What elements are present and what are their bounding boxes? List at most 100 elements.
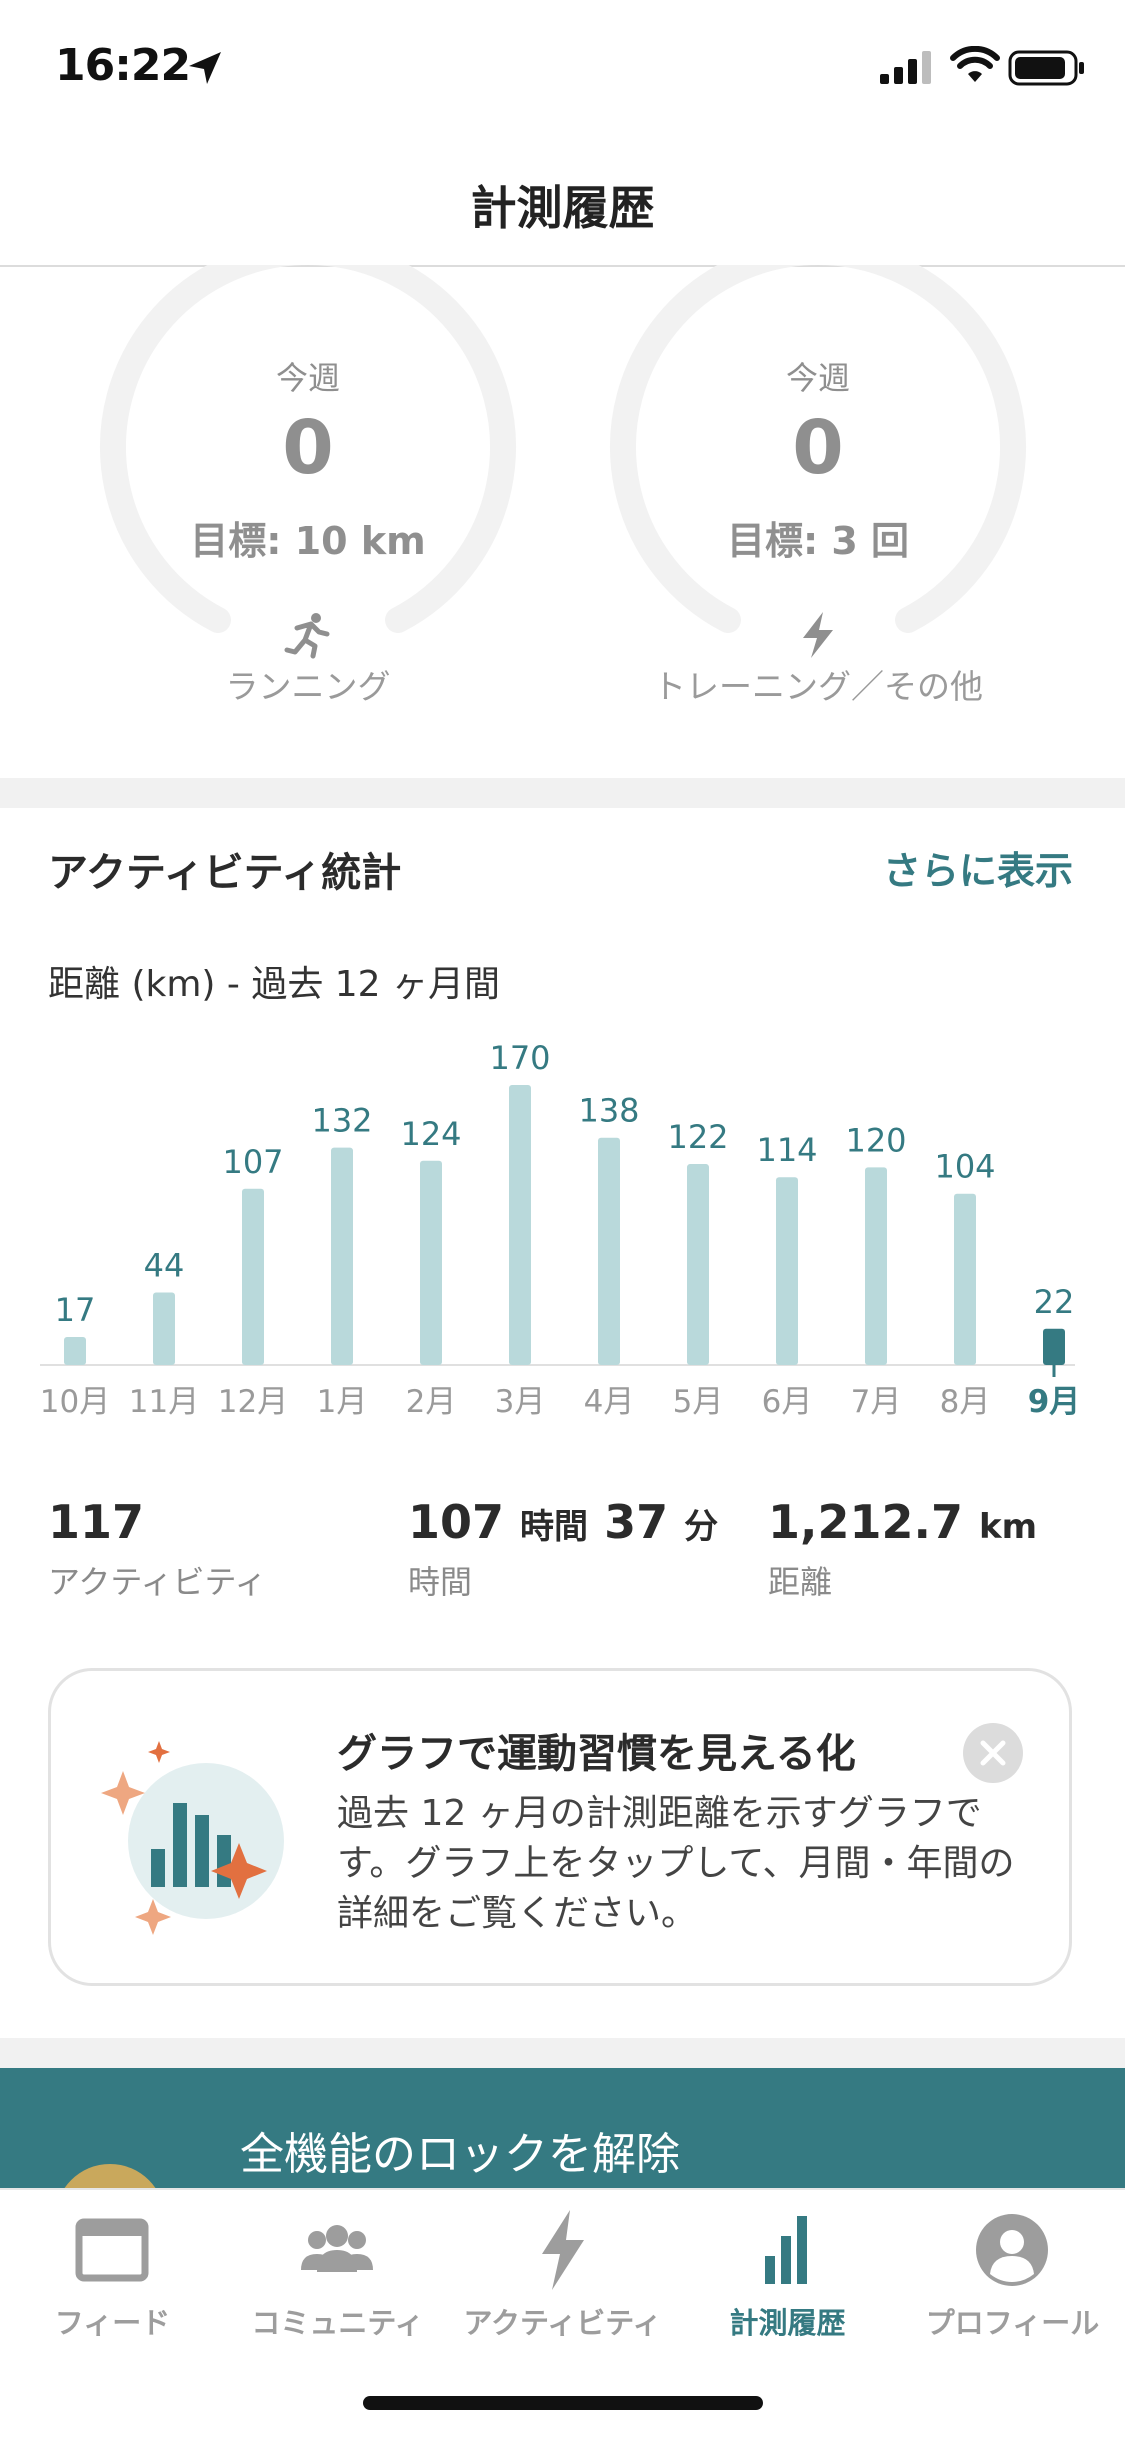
status-time: 16:22 [55, 40, 191, 91]
running-goal-target: 目標: 10 km [190, 519, 426, 563]
activity-stats-title: アクティビティ統計 [48, 850, 402, 896]
chart-value-label: 132 [311, 1102, 372, 1140]
distance-bar-chart[interactable]: 17 10月 44 11月 107 12月 132 1月 124 2月 170 3月 138 4月 122 5… [0, 1020, 1125, 1440]
summary-distance: 1,212.7 km 距離 [768, 1495, 1037, 1603]
chart-bar[interactable] [776, 1177, 798, 1365]
training-goal-ring[interactable]: 今週 0 目標: 3 回 トレーニング／その他 [608, 265, 1028, 745]
lightning-icon [542, 2210, 584, 2290]
lightning-icon [803, 612, 833, 658]
tab-profile-label: プロフィール [925, 2306, 1100, 2340]
chart-subtitle: 距離 (km) - 過去 12 ヶ月間 [48, 964, 501, 1005]
running-goal-ring-track [100, 265, 516, 633]
tab-profile[interactable]: プロフィール [900, 2190, 1125, 2350]
chart-illustration-icon [101, 1741, 284, 1935]
activities-count: 117 [48, 1495, 145, 1549]
time-minutes-unit: 分 [684, 1507, 719, 1547]
chart-value-label: 114 [756, 1131, 817, 1169]
chart-value-label: 122 [667, 1118, 728, 1156]
chart-bar[interactable] [954, 1193, 976, 1365]
chart-category-label: 6月 [762, 1384, 813, 1420]
chart-category-label: 5月 [673, 1384, 724, 1420]
distance-label: 距離 [768, 1563, 833, 1601]
history-chart-icon [765, 2216, 807, 2284]
chart-value-label: 120 [845, 1121, 906, 1159]
training-goal-ring-track [610, 265, 1026, 633]
chart-category-label: 1月 [317, 1384, 368, 1420]
premium-badge-icon [55, 2164, 165, 2188]
home-indicator[interactable] [363, 2396, 763, 2410]
training-goal-label: トレーニング／その他 [653, 667, 983, 706]
chart-category-label: 12月 [218, 1384, 288, 1420]
chart-value-label: 22 [1034, 1283, 1075, 1321]
battery-icon [1008, 50, 1084, 86]
section-divider [0, 778, 1125, 808]
tab-history-label: 計測履歴 [729, 2306, 846, 2340]
training-goal-value: 0 [792, 405, 844, 491]
show-more-link[interactable]: さらに表示 [882, 849, 1073, 893]
chart-value-label: 104 [934, 1148, 995, 1186]
running-period-label: 今週 [275, 359, 340, 397]
unlock-banner-text: 全機能のロックを解除 [240, 2129, 680, 2180]
chart-bar[interactable] [331, 1147, 353, 1365]
chart-category-label: 3月 [495, 1384, 546, 1420]
time-hours: 107 [408, 1495, 505, 1549]
chart-bar[interactable] [509, 1085, 531, 1365]
tab-activity[interactable]: アクティビティ [450, 2190, 675, 2350]
chart-bar[interactable] [420, 1160, 442, 1365]
unlock-banner[interactable]: 全機能のロックを解除 [0, 2068, 1125, 2188]
chart-value-label: 124 [400, 1115, 461, 1153]
distance-unit: km [979, 1507, 1038, 1547]
summary-time: 107 時間 37 分 時間 [408, 1495, 718, 1603]
chart-category-label: 11月 [129, 1384, 199, 1420]
time-hours-unit: 時間 [520, 1507, 589, 1547]
running-icon [284, 613, 330, 659]
page-title: 計測履歴 [470, 181, 655, 235]
chart-bar[interactable] [687, 1164, 709, 1365]
location-arrow-icon [189, 52, 221, 84]
running-goal-ring[interactable]: 今週 0 目標: 10 km ランニング [98, 265, 518, 745]
tab-community[interactable]: コミュニティ [225, 2190, 450, 2350]
chart-bar[interactable] [64, 1337, 86, 1365]
activities-label: アクティビティ [48, 1563, 267, 1601]
time-minutes: 37 [604, 1495, 669, 1549]
header-bar: 計測履歴 [0, 150, 1125, 267]
chart-category-label: 7月 [851, 1384, 902, 1420]
cellular-signal-icon [880, 51, 931, 84]
chart-bar[interactable] [865, 1167, 887, 1365]
tip-card-title: グラフで運動習慣を見える化 [337, 1731, 856, 1777]
community-icon [301, 2225, 373, 2272]
time-label: 時間 [408, 1563, 473, 1601]
feed-icon [75, 2218, 149, 2282]
chart-tip-card[interactable]: グラフで運動習慣を見える化 過去 12 ヶ月の計測距離を示すグラフです。グラフ上… [48, 1668, 1072, 1986]
chart-category-label: 4月 [584, 1384, 635, 1420]
tab-feed[interactable]: フィード [0, 2190, 225, 2350]
tab-feed-label: フィード [54, 2306, 171, 2340]
chart-value-label: 138 [578, 1092, 639, 1130]
chart-bar[interactable] [1043, 1328, 1065, 1365]
tab-community-label: コミュニティ [251, 2306, 424, 2340]
distance-value-row: 1,212.7 km [768, 1495, 1037, 1549]
chart-bar[interactable] [598, 1137, 620, 1365]
chart-value-label: 44 [144, 1247, 185, 1285]
chart-category-label: 10月 [40, 1384, 110, 1420]
section-divider-2 [0, 2038, 1125, 2068]
running-goal-label: ランニング [225, 667, 391, 706]
running-goal-value: 0 [282, 405, 334, 491]
tip-card-body: 過去 12 ヶ月の計測距離を示すグラフです。グラフ上をタップして、月間・年間の詳… [337, 1793, 1015, 1934]
chart-category-label: 9月 [1028, 1384, 1081, 1420]
chart-bar[interactable] [153, 1292, 175, 1365]
training-period-label: 今週 [785, 359, 850, 397]
summary-activities: 117 アクティビティ [48, 1495, 267, 1603]
chart-category-label: 8月 [940, 1384, 991, 1420]
chart-category-label: 2月 [406, 1384, 457, 1420]
time-value: 107 時間 37 分 [408, 1495, 718, 1549]
wifi-icon [950, 46, 1000, 82]
profile-icon [976, 2214, 1048, 2286]
tab-history[interactable]: 計測履歴 [675, 2190, 900, 2350]
bottom-tab-bar: フィード コミュニティ アクティビティ 計測履歴 プロフィ [0, 2188, 1125, 2438]
chart-value-label: 107 [222, 1143, 283, 1181]
chart-bar[interactable] [242, 1188, 264, 1365]
training-goal-target: 目標: 3 回 [726, 519, 910, 563]
chart-value-label: 17 [55, 1291, 96, 1329]
close-icon[interactable] [963, 1723, 1023, 1783]
